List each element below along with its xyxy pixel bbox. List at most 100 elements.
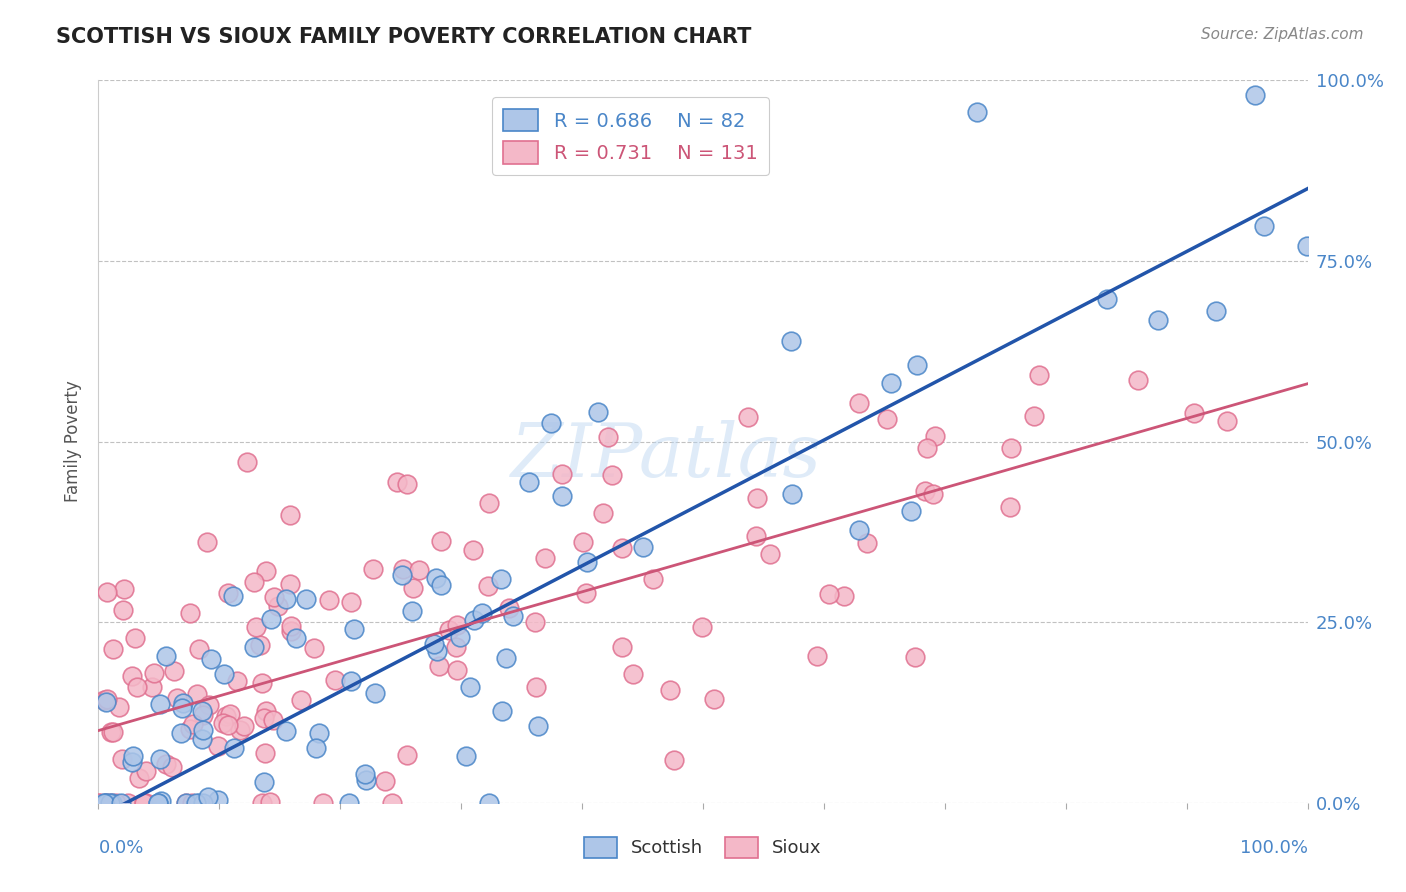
Point [1205, 304, 1227, 318]
Point [318, 593, 340, 607]
Point [524, 681, 547, 695]
Point [101, 796, 124, 810]
Point [423, 637, 446, 651]
Point [641, 572, 664, 586]
Point [391, 561, 413, 575]
Point [596, 430, 619, 444]
Point [166, 690, 188, 705]
Point [612, 541, 634, 556]
Point [703, 691, 725, 706]
Point [446, 617, 468, 632]
Point [200, 652, 222, 666]
Point [162, 760, 184, 774]
Point [217, 717, 239, 731]
Point [308, 725, 330, 739]
Point [430, 533, 453, 548]
Point [179, 607, 201, 621]
Point [517, 475, 540, 490]
Point [907, 358, 929, 372]
Point [353, 767, 375, 781]
Point [396, 477, 419, 491]
Point [267, 599, 290, 613]
Point [219, 706, 242, 721]
Point [1147, 312, 1170, 326]
Point [104, 796, 127, 810]
Point [117, 796, 139, 810]
Point [437, 624, 460, 638]
Point [477, 579, 499, 593]
Point [817, 586, 839, 600]
Point [856, 536, 879, 550]
Point [339, 673, 361, 688]
Point [401, 604, 423, 618]
Point [114, 582, 136, 597]
Point [176, 796, 198, 810]
Point [146, 796, 169, 810]
Point [302, 640, 325, 655]
Point [779, 334, 801, 348]
Point [245, 620, 267, 634]
Point [186, 687, 208, 701]
Point [124, 632, 146, 646]
Point [305, 740, 328, 755]
Point [914, 483, 936, 498]
Point [631, 540, 654, 554]
Point [658, 682, 681, 697]
Text: ZIPatlas: ZIPatlas [512, 420, 823, 492]
Point [110, 796, 132, 810]
Point [101, 642, 124, 657]
Point [212, 715, 235, 730]
Point [998, 500, 1021, 514]
Point [572, 535, 595, 549]
Point [848, 524, 870, 538]
Point [458, 680, 481, 694]
Point [278, 508, 301, 522]
Point [148, 796, 170, 810]
Point [924, 429, 946, 443]
Point [262, 714, 284, 728]
Point [162, 665, 184, 679]
Point [454, 749, 477, 764]
Point [184, 796, 207, 810]
Point [250, 796, 273, 810]
Point [217, 586, 239, 600]
Point [489, 573, 512, 587]
Point [408, 563, 430, 577]
Point [1244, 88, 1267, 103]
Point [280, 619, 302, 633]
Point [135, 764, 157, 778]
Point [290, 692, 312, 706]
Point [354, 772, 377, 787]
Point [427, 658, 450, 673]
Point [621, 667, 644, 681]
Point [94, 796, 117, 810]
Point [692, 620, 714, 634]
Point [128, 771, 150, 785]
Point [446, 663, 468, 677]
Point [540, 416, 562, 430]
Point [263, 591, 285, 605]
Y-axis label: Family Poverty: Family Poverty [65, 381, 83, 502]
Point [100, 796, 122, 810]
Point [143, 665, 166, 680]
Point [312, 796, 335, 810]
Point [198, 698, 221, 712]
Point [274, 592, 297, 607]
Point [89, 796, 111, 810]
Point [502, 609, 524, 624]
Point [610, 640, 633, 654]
Point [172, 696, 194, 710]
Point [744, 529, 766, 543]
Point [478, 496, 501, 510]
Point [664, 753, 686, 767]
Point [1296, 238, 1319, 252]
Point [1253, 219, 1275, 234]
Point [780, 487, 803, 501]
Point [391, 568, 413, 582]
Point [381, 796, 404, 810]
Point [193, 796, 215, 810]
Point [259, 795, 281, 809]
Point [181, 717, 204, 731]
Point [922, 487, 945, 501]
Point [446, 640, 468, 654]
